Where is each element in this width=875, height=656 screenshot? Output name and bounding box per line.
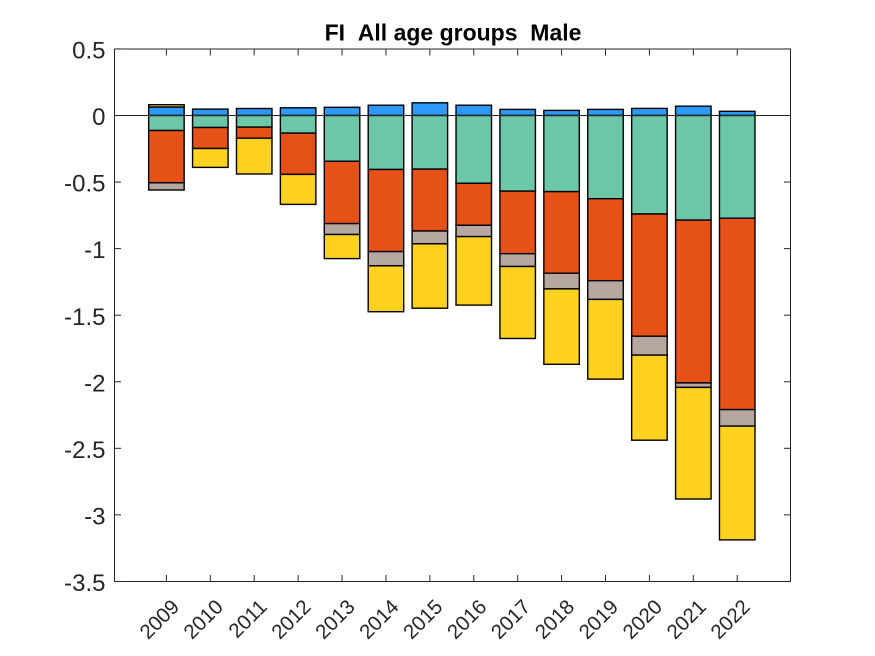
svg-text:-3: -3 (84, 503, 105, 530)
svg-text:-1: -1 (84, 237, 105, 264)
svg-text:-2.5: -2.5 (64, 437, 105, 464)
svg-text:-0.5: -0.5 (64, 171, 105, 198)
svg-text:-3.5: -3.5 (64, 570, 105, 597)
svg-text:FI All age groups Male: FI All age groups Male (325, 20, 582, 46)
svg-text:0.5: 0.5 (72, 38, 105, 65)
svg-text:-2: -2 (84, 370, 105, 397)
svg-text:-1.5: -1.5 (64, 304, 105, 331)
svg-text:0: 0 (92, 104, 105, 131)
